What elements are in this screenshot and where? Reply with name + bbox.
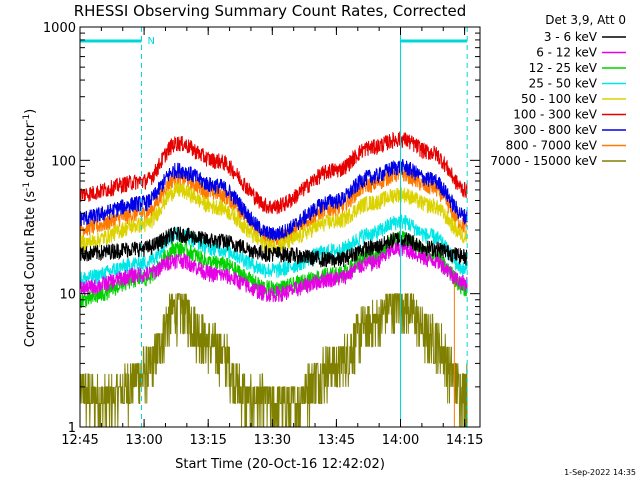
night-marker-label: N: [148, 36, 155, 47]
y-tick-label: 1: [68, 421, 76, 436]
x-tick-label: 14:00: [382, 433, 419, 448]
y-axis-label-part3: ): [23, 109, 38, 114]
x-axis-label: Start Time (20-Oct-16 12:42:02): [175, 457, 385, 472]
x-tick-label: 14:15: [446, 433, 483, 448]
series-line: [80, 131, 468, 215]
y-tick-label: 10: [59, 288, 76, 303]
legend-label: 12 - 25 keV: [529, 61, 598, 75]
x-tick-label: 13:15: [189, 433, 226, 448]
plot-frame: [79, 26, 481, 428]
y-axis-label: Corrected Count Rate (s-1 detector-1): [22, 109, 38, 347]
series-line: [80, 293, 468, 427]
x-tick-label: 13:45: [318, 433, 355, 448]
series-line: [80, 158, 468, 242]
x-tick-label: 13:30: [254, 433, 291, 448]
series-line: [80, 241, 468, 303]
legend-label: 25 - 50 keV: [529, 77, 598, 91]
footer-timestamp: 1-Sep-2022 14:35: [564, 468, 636, 477]
y-tick-label: 1000: [43, 21, 76, 36]
legend-label: 7000 - 15000 keV: [490, 154, 597, 168]
y-axis-label-sup1: -1: [22, 182, 32, 191]
series-line: [80, 226, 468, 268]
series-line: [80, 214, 468, 288]
series-line: [80, 230, 468, 309]
legend-label: 800 - 7000 keV: [506, 139, 598, 153]
legend-label: 3 - 6 keV: [544, 30, 598, 44]
axes: 12:45 13:00 13:15 13:30 13:45 14:00 14:15 1 10 10…: [43, 21, 483, 448]
legend-label: 100 - 300 keV: [513, 108, 597, 122]
y-tick-label: 100: [51, 154, 76, 169]
chart-title: RHESSI Observing Summary Count Rates, Co…: [74, 2, 467, 20]
y-axis-label-part1: Corrected Count Rate (s: [23, 191, 38, 348]
y-axis-label-part2: detector: [23, 122, 38, 182]
x-tick-label: 13:00: [125, 433, 162, 448]
legend-header: Det 3,9, Att 0: [545, 13, 626, 27]
legend-label: 300 - 800 keV: [513, 123, 597, 137]
plot-area: N: [80, 27, 468, 427]
legend-label: 50 - 100 keV: [521, 92, 598, 106]
legend-label: 6 - 12 keV: [536, 46, 598, 60]
y-axis-label-sup2: -1: [22, 114, 32, 123]
x-tick-label: 12:45: [61, 433, 98, 448]
